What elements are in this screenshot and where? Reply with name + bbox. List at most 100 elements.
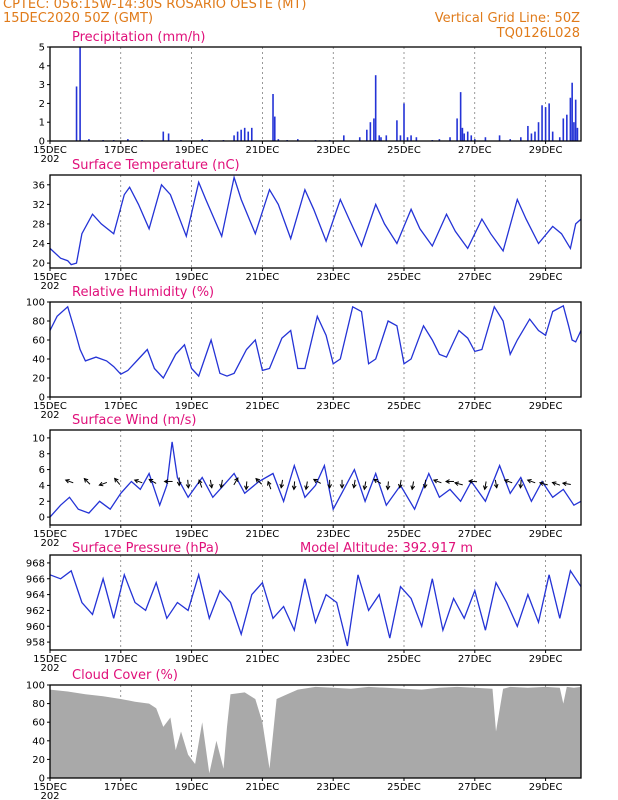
wind-vector-head: [362, 485, 368, 491]
wind-vector-head: [493, 483, 499, 489]
precip-bar: [373, 118, 375, 141]
precip-bar: [297, 139, 299, 141]
x-tick-label: 17DEC: [104, 654, 138, 665]
wind-vector: [313, 479, 321, 484]
cloud-cover-title: Cloud Cover (%): [72, 668, 178, 683]
precip-bar: [374, 75, 377, 141]
y-tick-label: 24: [32, 239, 45, 250]
x-year-label: 202: [40, 663, 59, 674]
y-tick-label: 4: [39, 481, 45, 492]
x-tick-label: 29DEC: [529, 782, 563, 793]
precip-bar: [272, 94, 274, 141]
y-tick-label: 960: [26, 622, 45, 633]
wind-vector-head: [148, 478, 154, 484]
pressure-frame: [49, 554, 582, 651]
precip-bar: [558, 137, 561, 141]
precip-bar: [415, 137, 418, 141]
cloud-cover-area: [50, 686, 581, 778]
precip-bar: [236, 131, 239, 141]
precip-bar: [273, 116, 276, 141]
x-tick-label: 17DEC: [104, 529, 138, 540]
precip-bar: [530, 133, 533, 141]
wind-vector-head: [561, 481, 567, 487]
wind-vector-head: [373, 478, 378, 484]
y-tick-label: 3: [39, 80, 45, 91]
precip-bar: [466, 131, 469, 141]
precip-bar: [399, 135, 402, 141]
wind-vector-head: [255, 477, 261, 483]
temperature-panel: Surface Temperature (nC)202428323615DEC2…: [32, 158, 582, 292]
x-tick-label: 15DEC: [33, 145, 67, 156]
precip-bar: [470, 135, 473, 141]
wind-vector-head: [518, 483, 524, 489]
x-tick-label: 29DEC: [529, 529, 563, 540]
x-tick-label: 23DEC: [316, 529, 350, 540]
humidity-frame: [49, 301, 582, 398]
y-tick-label: 80: [32, 317, 45, 328]
precip-bar: [571, 82, 573, 141]
precip-bar: [403, 103, 405, 141]
precip-bar: [534, 131, 536, 141]
y-tick-label: 0: [39, 137, 45, 148]
x-tick-label: 19DEC: [175, 529, 209, 540]
x-tick-label: 29DEC: [529, 401, 563, 412]
y-tick-label: 966: [26, 574, 45, 585]
wind-vector: [353, 479, 356, 488]
precip-bar: [88, 139, 90, 141]
wind-vector: [539, 482, 548, 486]
precip-bar: [562, 118, 565, 141]
wind-vector: [363, 481, 367, 490]
pressure-title: Surface Pressure (hPa): [72, 541, 219, 556]
y-tick-label: 2: [39, 99, 45, 110]
header-run-date: 15DEC2020 50Z (GMT): [3, 11, 154, 26]
y-tick-label: 958: [26, 638, 45, 649]
y-tick-label: 0: [39, 774, 45, 785]
x-tick-label: 21DEC: [246, 401, 280, 412]
wind-vector: [280, 479, 284, 488]
x-tick-label: 15DEC: [33, 654, 67, 665]
wind-vector-head: [526, 478, 532, 484]
wind-vector-head: [291, 485, 297, 491]
y-tick-label: 10: [32, 433, 45, 444]
wind-vector: [209, 479, 213, 488]
precip-bar: [456, 118, 458, 141]
precipitation-panel: Precipitation (mm/h) 0 1 2 3 4 5 15DEC202 17DEC 1…: [33, 30, 582, 165]
wind-vector: [114, 478, 121, 485]
precip-bar: [366, 129, 368, 141]
wind-vector: [552, 481, 561, 486]
x-tick-label: 19DEC: [175, 654, 209, 665]
wind-vector-head: [197, 479, 203, 485]
wind-vector: [469, 480, 478, 483]
precip-bar: [343, 135, 345, 141]
precip-bar: [537, 122, 540, 141]
x-tick-label: 21DEC: [246, 145, 280, 156]
humidity-line: [49, 304, 582, 380]
x-tick-label: 25DEC: [387, 145, 421, 156]
header-station-label: CPTEC: 056:15W-14:30S ROSARIO OESTE (MT): [3, 0, 307, 12]
x-tick-label: 27DEC: [458, 145, 492, 156]
wind-vector-head: [551, 481, 557, 486]
y-tick-label: 80: [32, 699, 45, 710]
x-tick-label: 27DEC: [458, 782, 492, 793]
precip-bar: [438, 139, 441, 141]
precip-bar: [498, 135, 501, 141]
y-tick-label: 100: [26, 681, 45, 692]
wind-vector-head: [422, 483, 428, 489]
wind-vector-head: [351, 483, 357, 489]
wind-vector: [411, 481, 415, 490]
precip-bar: [474, 139, 476, 141]
wind-line: [49, 441, 582, 518]
header-grid-note: Vertical Grid Line: 50Z: [434, 11, 580, 26]
x-tick-label: 21DEC: [246, 272, 280, 283]
wind-vector-head: [219, 483, 224, 489]
precip-bar: [544, 107, 547, 141]
precip-bar: [127, 139, 129, 141]
y-tick-label: 60: [32, 718, 45, 729]
precip-bar: [201, 139, 204, 141]
x-tick-label: 23DEC: [316, 654, 350, 665]
wind-vector: [373, 479, 382, 484]
wind-vector: [99, 481, 108, 486]
x-tick-label: 23DEC: [316, 401, 350, 412]
wind-vector-head: [444, 479, 450, 484]
